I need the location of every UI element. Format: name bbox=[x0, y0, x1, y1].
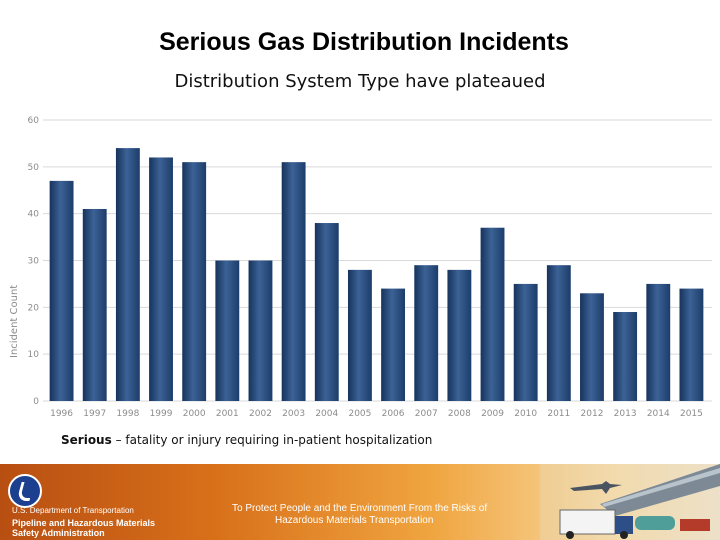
bar-2014 bbox=[646, 283, 671, 401]
bar-1997 bbox=[82, 208, 107, 401]
bar-2009 bbox=[480, 227, 505, 401]
bar-2008 bbox=[447, 269, 472, 401]
bar-2011 bbox=[546, 265, 571, 401]
footnote: Serious – fatality or injury requiring i… bbox=[61, 433, 432, 447]
bar-2005 bbox=[347, 269, 372, 401]
bar-2004 bbox=[314, 223, 339, 401]
bar-2007 bbox=[414, 265, 439, 401]
x-tick-label: 2006 bbox=[382, 409, 405, 419]
bar-chart: 0 10 20 30 40 50 60 1996 1997 1998 1999 2000 2001 20… bbox=[9, 116, 712, 419]
y-axis-label: Incident Count bbox=[9, 285, 20, 358]
bar-2013 bbox=[613, 312, 638, 401]
x-tick-label: 2003 bbox=[282, 409, 305, 419]
footer-banner: U.S. Department of Transportation Pipeli… bbox=[0, 464, 720, 540]
x-tick-label: 2008 bbox=[448, 409, 471, 419]
bar-2000 bbox=[182, 162, 207, 401]
y-tick-label: 20 bbox=[28, 303, 40, 313]
x-tick-label: 2011 bbox=[547, 409, 570, 419]
x-tick-label: 1999 bbox=[150, 409, 173, 419]
y-tick-label: 50 bbox=[28, 163, 40, 173]
y-tick-label: 30 bbox=[28, 257, 40, 267]
x-tick-label: 1996 bbox=[50, 409, 73, 419]
bar-2010 bbox=[513, 283, 538, 401]
bar-2006 bbox=[381, 288, 406, 401]
x-tick-label: 2002 bbox=[249, 409, 272, 419]
bar-2003 bbox=[281, 162, 306, 401]
administration-name-line1: Pipeline and Hazardous Materials bbox=[12, 518, 156, 528]
x-tick-label: 2013 bbox=[614, 409, 637, 419]
x-tick-label: 1998 bbox=[116, 409, 139, 419]
x-tick-label: 2014 bbox=[647, 409, 670, 419]
bar-2001 bbox=[215, 260, 240, 401]
dot-logo-icon bbox=[8, 474, 42, 508]
mission-line2: Hazardous Materials Transportation bbox=[275, 515, 434, 526]
x-tick-label: 2015 bbox=[680, 409, 703, 419]
x-tick-label: 2000 bbox=[183, 409, 206, 419]
y-tick-label: 0 bbox=[33, 397, 39, 407]
bar-2012 bbox=[580, 293, 604, 401]
footnote-text: – fatality or injury requiring in-patien… bbox=[111, 433, 433, 447]
x-tick-label: 2004 bbox=[315, 409, 338, 419]
slide-title: Serious Gas Distribution Incidents bbox=[159, 28, 569, 56]
x-tick-label: 2007 bbox=[415, 409, 438, 419]
agency-name: U.S. Department of Transportation bbox=[12, 506, 134, 515]
mission-line1: To Protect People and the Environment Fr… bbox=[232, 503, 488, 514]
y-tick-labels: 0 10 20 30 40 50 60 bbox=[28, 116, 40, 407]
x-tick-labels: 1996 1997 1998 1999 2000 2001 2002 2003 2004 2005… bbox=[50, 409, 703, 419]
slide-subtitle: Distribution System Type have plateaued bbox=[174, 71, 546, 92]
bar-1998 bbox=[115, 148, 140, 401]
x-tick-label: 1997 bbox=[83, 409, 106, 419]
administration-name-line2: Safety Administration bbox=[12, 528, 105, 538]
transportation-collage-icon bbox=[540, 464, 720, 540]
bar-1999 bbox=[149, 157, 173, 401]
y-tick-label: 40 bbox=[28, 210, 40, 220]
bar-2015 bbox=[679, 288, 704, 401]
x-tick-label: 2010 bbox=[514, 409, 537, 419]
bar-2002 bbox=[248, 260, 273, 401]
bar-1996 bbox=[49, 180, 74, 401]
x-tick-label: 2009 bbox=[481, 409, 504, 419]
y-tick-label: 60 bbox=[28, 116, 40, 126]
x-tick-label: 2012 bbox=[581, 409, 604, 419]
footnote-bold: Serious bbox=[61, 433, 112, 447]
y-tick-label: 10 bbox=[28, 350, 40, 360]
x-tick-label: 2005 bbox=[348, 409, 371, 419]
x-tick-label: 2001 bbox=[216, 409, 239, 419]
bars bbox=[49, 148, 704, 401]
